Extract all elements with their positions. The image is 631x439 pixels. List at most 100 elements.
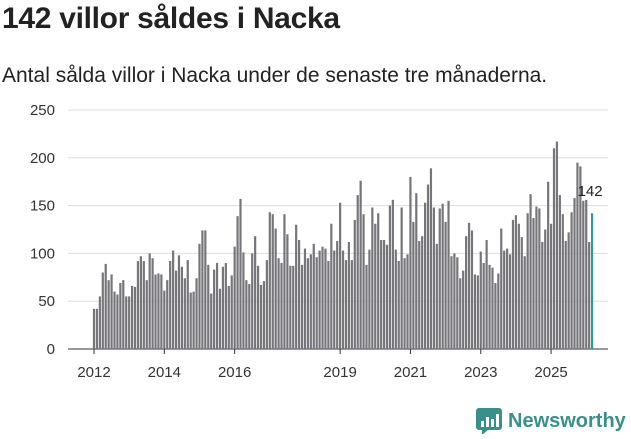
bar (482, 262, 485, 349)
bar (274, 228, 277, 349)
bar (163, 290, 166, 349)
bar (406, 254, 409, 349)
y-tick-label: 50 (38, 293, 55, 310)
bar (511, 219, 515, 349)
bar (122, 280, 125, 349)
y-tick-label: 150 (30, 198, 55, 215)
bar (265, 260, 268, 349)
bar (426, 184, 430, 349)
bar (174, 270, 178, 349)
latest-value-label: 142 (578, 183, 603, 200)
bar (555, 141, 559, 349)
newsworthy-logo[interactable]: Newsworthy (476, 408, 626, 434)
bar (110, 274, 113, 349)
bar (180, 266, 183, 349)
bar (230, 275, 233, 349)
bar (385, 244, 389, 349)
bar (541, 241, 544, 349)
bar (169, 261, 172, 349)
bar (286, 234, 289, 349)
bar (435, 243, 438, 349)
bar (268, 212, 271, 349)
bar (107, 280, 110, 349)
bar (213, 269, 216, 349)
bar (377, 213, 380, 349)
bar (330, 223, 333, 349)
bar (421, 236, 424, 349)
bar (309, 254, 312, 349)
bar (95, 308, 99, 349)
bar (344, 260, 348, 349)
bar (368, 249, 371, 349)
bar (280, 262, 283, 349)
bar (441, 203, 444, 349)
bar (104, 263, 107, 349)
bar (503, 250, 506, 349)
bar (306, 258, 309, 349)
bar (312, 243, 315, 349)
bar (289, 265, 292, 349)
bar (277, 258, 280, 349)
bar (558, 195, 561, 349)
bar (221, 266, 225, 349)
bar (204, 230, 207, 349)
bar (248, 283, 251, 349)
bar (497, 273, 500, 349)
bar (233, 246, 236, 349)
y-tick-label: 100 (30, 245, 55, 262)
bar (177, 255, 181, 349)
bar (570, 212, 573, 349)
bar (353, 219, 356, 349)
bar (303, 248, 307, 349)
newsworthy-icon (476, 408, 502, 434)
bar (157, 273, 160, 349)
bar (189, 292, 192, 349)
y-tick-label: 250 (30, 102, 55, 119)
bar (166, 280, 169, 349)
bar (136, 261, 140, 349)
bar (236, 216, 239, 349)
x-tick-label: 2023 (464, 364, 497, 381)
x-tick-label: 2016 (218, 364, 251, 381)
bar (227, 285, 230, 349)
bar (444, 221, 447, 349)
x-tick-label: 2025 (534, 364, 567, 381)
chart-title: 142 villor såldes i Nacka (2, 2, 340, 35)
bar (371, 207, 374, 349)
bar (113, 291, 116, 349)
bar (271, 214, 274, 349)
bar (300, 264, 304, 349)
bar (470, 230, 474, 349)
bar (582, 200, 585, 349)
bar (517, 223, 520, 349)
bar (119, 283, 122, 349)
bar (356, 195, 359, 349)
bar (256, 265, 260, 349)
bar (172, 250, 175, 349)
bar (251, 253, 254, 349)
bar (160, 274, 163, 349)
bar (397, 261, 400, 349)
bar (485, 240, 488, 349)
bar (224, 262, 227, 349)
bar (327, 261, 330, 349)
bar (218, 288, 222, 349)
bar (520, 237, 523, 349)
bar (321, 246, 324, 349)
bar (491, 267, 494, 349)
bar-series (92, 141, 594, 349)
bar (552, 148, 556, 349)
bar (573, 197, 576, 349)
bar (561, 214, 564, 349)
bar (409, 176, 412, 349)
bar (283, 214, 286, 349)
bar (588, 241, 591, 349)
bar (450, 256, 453, 349)
bar (318, 250, 321, 349)
bar (151, 258, 154, 349)
bar (462, 270, 465, 349)
bar (567, 232, 570, 349)
bar (388, 205, 392, 349)
bar (292, 265, 295, 349)
